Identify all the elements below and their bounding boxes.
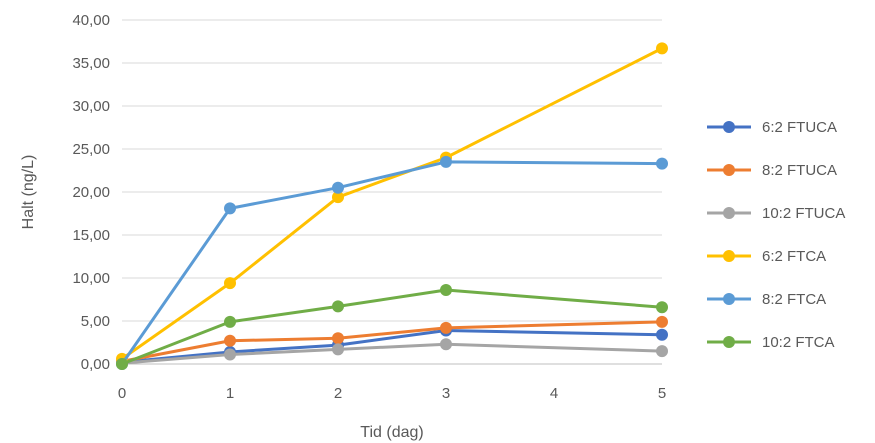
legend-label: 6:2 FTCA: [762, 248, 826, 265]
data-point: [224, 277, 236, 290]
data-point: [440, 284, 452, 297]
data-point: [656, 157, 668, 170]
legend-label: 10:2 FTCA: [762, 334, 835, 351]
legend-marker: [723, 336, 735, 348]
gridlines: [122, 19, 662, 322]
y-tick-label: 0,00: [81, 356, 110, 373]
data-point: [440, 321, 452, 334]
data-point: [440, 338, 452, 351]
x-tick-label: 5: [658, 385, 666, 402]
y-axis-title: Halt (ng/L): [20, 155, 37, 230]
legend: 6:2 FTUCA 8:2 FTUCA 10:2 FTUCA 6:2 FTCA 8:2 …: [707, 119, 845, 351]
data-point: [224, 348, 236, 361]
y-tick-label: 10,00: [72, 270, 110, 287]
y-tick-label: 40,00: [72, 12, 110, 29]
data-point: [224, 315, 236, 328]
data-point: [656, 328, 668, 341]
legend-label: 10:2 FTUCA: [762, 205, 845, 222]
x-tick-label: 0: [118, 385, 126, 402]
data-point: [656, 315, 668, 328]
x-tick-label: 4: [550, 385, 558, 402]
data-point: [224, 202, 236, 215]
legend-marker: [723, 164, 735, 176]
legend-label: 8:2 FTUCA: [762, 162, 837, 179]
axes: 0,005,0010,0015,0020,0025,0030,0035,0040…: [72, 12, 666, 402]
legend-marker: [723, 250, 735, 262]
data-point: [332, 332, 344, 345]
data-point: [224, 334, 236, 347]
data-point: [656, 42, 668, 55]
data-point: [656, 345, 668, 358]
y-tick-label: 35,00: [72, 55, 110, 72]
legend-marker: [723, 121, 735, 133]
data-point: [332, 191, 344, 204]
data-point: [332, 343, 344, 356]
y-tick-label: 20,00: [72, 184, 110, 201]
series-group: [116, 42, 668, 370]
x-tick-label: 2: [334, 385, 342, 402]
y-tick-label: 30,00: [72, 98, 110, 115]
legend-label: 8:2 FTCA: [762, 291, 826, 308]
x-tick-label: 3: [442, 385, 450, 402]
y-tick-label: 5,00: [81, 313, 110, 330]
legend-marker: [723, 293, 735, 305]
data-point: [332, 300, 344, 313]
series-line: [120, 46, 664, 361]
legend-marker: [723, 207, 735, 219]
data-point: [332, 181, 344, 194]
legend-label: 6:2 FTUCA: [762, 119, 837, 136]
data-point: [440, 155, 452, 168]
x-axis-title: Tid (dag): [360, 424, 423, 441]
x-tick-label: 1: [226, 385, 234, 402]
y-tick-label: 25,00: [72, 141, 110, 158]
data-point: [116, 358, 128, 370]
data-point: [656, 301, 668, 314]
y-tick-label: 15,00: [72, 227, 110, 244]
